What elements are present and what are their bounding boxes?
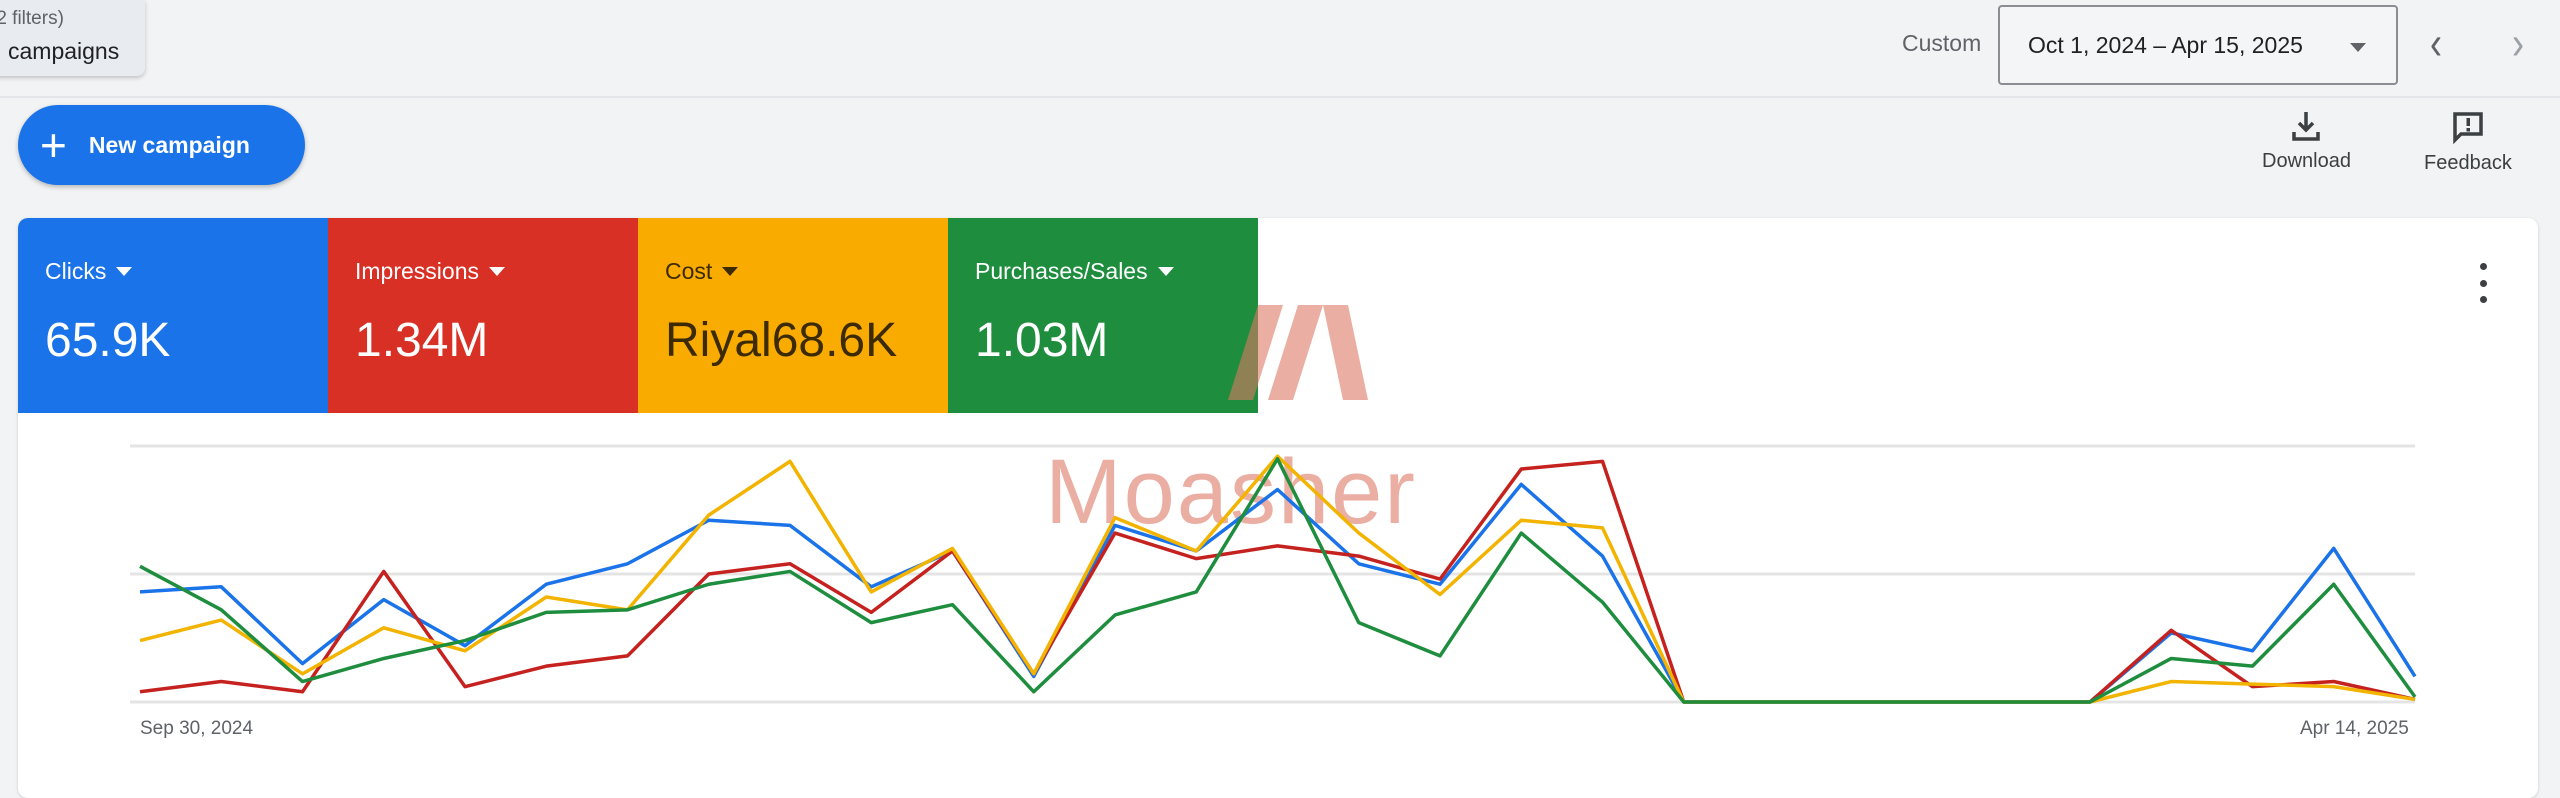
- metric-label[interactable]: Clicks: [45, 258, 328, 285]
- dropdown-arrow-icon: [488, 267, 505, 276]
- feedback-label: Feedback: [2424, 152, 2512, 174]
- chevron-right-icon[interactable]: ›: [2512, 15, 2524, 69]
- x-axis-end-label: Apr 14, 2025: [2300, 718, 2409, 739]
- dropdown-arrow-icon: [722, 267, 739, 276]
- dropdown-arrow-icon: [116, 267, 133, 276]
- series-line-impressions: [139, 459, 2416, 704]
- filter-label: campaigns: [8, 38, 120, 64]
- feedback-button[interactable]: Feedback: [2424, 110, 2512, 175]
- filter-count: (2 filters): [0, 8, 64, 29]
- metric-value: 1.34M: [355, 314, 489, 367]
- metric-value: 65.9K: [45, 314, 171, 367]
- date-range-picker[interactable]: Oct 1, 2024 – Apr 15, 2025: [1998, 5, 2398, 85]
- dropdown-caret-icon: [2350, 43, 2366, 52]
- series-line-clicks: [139, 482, 2417, 704]
- metric-tile-clicks[interactable]: Clicks 65.9K: [18, 218, 328, 413]
- feedback-icon: [2453, 112, 2483, 144]
- metric-label[interactable]: Cost: [665, 258, 948, 285]
- download-button[interactable]: Download: [2262, 110, 2351, 173]
- metric-label[interactable]: Purchases/Sales: [975, 258, 1258, 285]
- dropdown-arrow-icon: [1157, 267, 1174, 276]
- metric-value: Riyal68.6K: [665, 314, 898, 367]
- plus-icon: +: [40, 119, 67, 171]
- line-chart: [130, 444, 2417, 704]
- series-line-cost: [139, 454, 2416, 704]
- date-range-value: Oct 1, 2024 – Apr 15, 2025: [2028, 31, 2303, 58]
- metric-name: Purchases/Sales: [975, 258, 1148, 284]
- metric-label[interactable]: Impressions: [355, 258, 638, 285]
- series-line-purchases-sales: [139, 457, 2417, 704]
- metric-name: Clicks: [45, 258, 107, 284]
- chevron-left-icon[interactable]: ‹: [2430, 15, 2442, 69]
- metric-value: 1.03M: [975, 314, 1109, 367]
- x-axis-start-label: Sep 30, 2024: [140, 718, 254, 739]
- top-bar: (2 filters) campaigns Custom Oct 1, 2024…: [0, 0, 2560, 98]
- filter-chip[interactable]: (2 filters) campaigns: [0, 0, 145, 76]
- more-options-icon[interactable]: [2473, 263, 2493, 303]
- new-campaign-button[interactable]: + New campaign: [18, 105, 305, 185]
- download-label: Download: [2262, 150, 2351, 172]
- new-campaign-label: New campaign: [88, 131, 250, 158]
- metric-tile-cost[interactable]: Cost Riyal68.6K: [638, 218, 948, 413]
- metric-name: Cost: [665, 258, 713, 284]
- download-icon: [2292, 112, 2321, 141]
- metric-name: Impressions: [355, 258, 479, 284]
- metric-tile-impressions[interactable]: Impressions 1.34M: [328, 218, 638, 413]
- date-preset-label: Custom: [1902, 30, 1982, 56]
- metric-tile-purchases-sales[interactable]: Purchases/Sales 1.03M: [948, 218, 1258, 413]
